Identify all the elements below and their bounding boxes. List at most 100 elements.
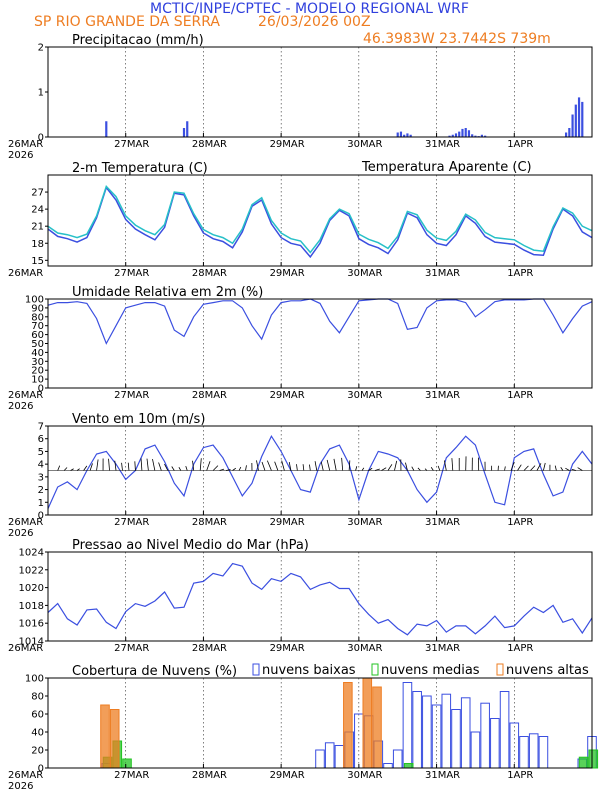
wind-vector bbox=[517, 464, 522, 471]
cloud-bar-high bbox=[372, 686, 382, 769]
wind-vector bbox=[89, 463, 93, 471]
precip-day-label: 27MAR bbox=[114, 139, 149, 150]
wind-ytick-label: 0 bbox=[38, 511, 44, 522]
slp-title: Pressao ao Nivel Medio do Mar (hPa) bbox=[72, 538, 309, 553]
wind-vector bbox=[565, 467, 570, 471]
temp-day-label: 1APR bbox=[507, 268, 533, 279]
slp-day-label: 27MAR bbox=[114, 643, 149, 654]
temp-ytick-label: 15 bbox=[31, 256, 44, 267]
wind-vector bbox=[510, 462, 515, 471]
cloud-bar-mid bbox=[122, 758, 132, 769]
temp-day-label: 31MAR bbox=[425, 268, 460, 279]
rh-ytick-label: 0 bbox=[38, 384, 44, 395]
wind-vector bbox=[571, 468, 576, 471]
precip-bar bbox=[581, 101, 584, 137]
cloud-bar-high bbox=[100, 704, 110, 769]
slp-ytick-label: 1024 bbox=[19, 548, 44, 559]
rh-ytick-label: 40 bbox=[31, 348, 44, 359]
wind-vector bbox=[309, 464, 311, 471]
cloud-legend-label: nuvens medias bbox=[381, 663, 480, 678]
cloud-bar-low bbox=[538, 736, 549, 769]
rh-day-label: 26MAR bbox=[8, 390, 43, 401]
precip-bar bbox=[186, 121, 189, 137]
wind-line bbox=[47, 434, 593, 509]
slp-day-label: 31MAR bbox=[425, 643, 460, 654]
wind-vector bbox=[199, 458, 202, 471]
wind-vector bbox=[374, 468, 380, 471]
wind-day-label: 28MAR bbox=[192, 517, 227, 528]
wind-vector bbox=[302, 464, 305, 471]
rh-day-label: 28MAR bbox=[192, 390, 227, 401]
temperature-line bbox=[47, 185, 593, 259]
slp-ytick-label: 1018 bbox=[19, 601, 44, 612]
precip-bar bbox=[577, 97, 581, 137]
wind-vector bbox=[63, 467, 68, 471]
wind-vector bbox=[405, 462, 408, 471]
wind-vector bbox=[530, 465, 536, 471]
rh-ytick-label: 10 bbox=[31, 375, 44, 386]
slp-ytick-label: 1022 bbox=[19, 565, 44, 576]
wind-vector bbox=[171, 466, 175, 471]
cloud-bar-low bbox=[422, 695, 432, 769]
wind-vector bbox=[158, 462, 162, 471]
temp-panel: 15 18 21 24 27 26MAR 27MAR 28MAR 29MAR 30MAR 31MAR… bbox=[8, 160, 593, 279]
wind-vector bbox=[333, 458, 337, 471]
cloud-legend-swatch bbox=[252, 663, 260, 676]
cloud-bar-high bbox=[362, 677, 373, 769]
cloud-bar-low bbox=[470, 731, 481, 769]
slp-frame bbox=[47, 551, 593, 642]
clouds-ytick-label: 100 bbox=[25, 674, 44, 685]
wind-vector bbox=[212, 465, 219, 471]
wind-vector bbox=[281, 460, 285, 471]
wind-vector bbox=[192, 460, 195, 471]
clouds-day-label: 31MAR bbox=[425, 770, 460, 781]
precip-frame bbox=[47, 46, 593, 138]
precip-bar bbox=[461, 128, 464, 137]
precip-day-label: 1APR bbox=[507, 139, 533, 150]
wind-vector bbox=[437, 465, 441, 471]
wind-vector bbox=[83, 465, 88, 471]
wind-ytick-label: 5 bbox=[38, 447, 44, 458]
precip-bar bbox=[568, 128, 571, 137]
rh-ytick-label: 30 bbox=[31, 357, 44, 368]
clouds-ytick-label: 40 bbox=[31, 728, 44, 739]
wind-vector bbox=[108, 458, 110, 471]
wind-vector bbox=[430, 467, 434, 471]
wind-vector bbox=[536, 463, 542, 471]
clouds-day-label: 26MAR bbox=[8, 770, 43, 781]
precip-bar bbox=[480, 134, 484, 137]
apparent-temperature-line bbox=[47, 184, 593, 254]
precip-ytick-label: 0 bbox=[38, 133, 44, 144]
header-title: MCTIC/INPE/CPTEC - MODELO REGIONAL WRF bbox=[150, 1, 469, 17]
wind-vector bbox=[320, 461, 324, 471]
clouds-day-label: 27MAR bbox=[114, 770, 149, 781]
precip-day-label: 29MAR bbox=[270, 139, 305, 150]
wind-vector bbox=[245, 465, 247, 471]
wind-vector bbox=[560, 467, 564, 471]
wind-vector bbox=[424, 468, 428, 471]
wind-vector bbox=[206, 461, 211, 471]
temp-legend: Temperatura Aparente (C) bbox=[361, 160, 532, 175]
cloud-bar-low bbox=[490, 718, 500, 769]
precip-bar bbox=[182, 128, 186, 137]
wind-title: Vento em 10m (m/s) bbox=[72, 412, 205, 427]
clouds-day-label: 28MAR bbox=[192, 770, 227, 781]
wind-vector bbox=[554, 465, 557, 471]
wind-ytick-label: 2 bbox=[38, 485, 44, 496]
cloud-bar-low bbox=[451, 709, 461, 769]
clouds-panel: 0 20 40 60 80 100 26MAR 27MAR 28MAR 29MAR 30MAR 31M… bbox=[8, 663, 599, 792]
wind-vector bbox=[219, 468, 225, 471]
precip-bar bbox=[409, 134, 412, 137]
rh-ytick-label: 80 bbox=[31, 312, 44, 323]
precip-bar bbox=[467, 130, 471, 137]
precip-bar bbox=[471, 134, 474, 137]
wind-vector bbox=[226, 469, 231, 471]
cloud-bar-low bbox=[499, 691, 510, 769]
rh-title: Umidade Relativa em 2m (%) bbox=[72, 285, 263, 300]
wind-day-label: 26MAR bbox=[8, 517, 43, 528]
slp-panel: 1014 1016 1018 1020 1022 1024 26MAR 27MAR 28MAR 2… bbox=[8, 538, 593, 654]
temp-ytick-label: 21 bbox=[31, 222, 44, 233]
cloud-bar-mid bbox=[403, 763, 414, 769]
wind-ytick-label: 1 bbox=[38, 498, 44, 509]
cloud-legend-label: nuvens altas bbox=[506, 663, 589, 678]
